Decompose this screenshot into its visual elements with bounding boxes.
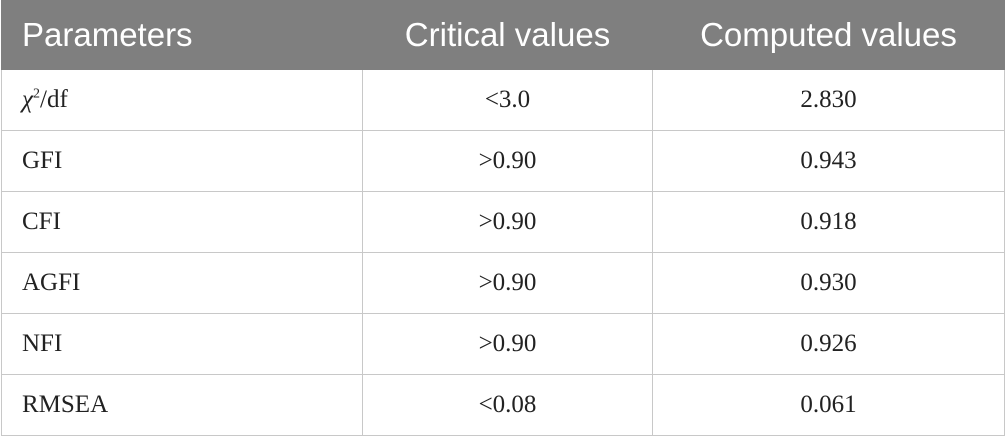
table-row: NFI >0.90 0.926: [1, 313, 1005, 375]
table-cell: GFI: [1, 130, 363, 192]
table-cell: RMSEA: [1, 374, 363, 436]
table-row: AGFI >0.90 0.930: [1, 252, 1005, 314]
table-cell: 0.943: [652, 130, 1005, 192]
header-row: Parameters Critical values Computed values: [1, 0, 1005, 70]
table-row: GFI >0.90 0.943: [1, 130, 1005, 192]
table-cell: >0.90: [362, 191, 653, 253]
table-cell: <0.08: [362, 374, 653, 436]
table-cell: >0.90: [362, 313, 653, 375]
table-cell: NFI: [1, 313, 363, 375]
table-row: RMSEA <0.08 0.061: [1, 374, 1005, 436]
column-header: Parameters: [1, 0, 363, 70]
table-cell: 0.930: [652, 252, 1005, 314]
table-cell: AGFI: [1, 252, 363, 314]
table-cell: 0.926: [652, 313, 1005, 375]
table-cell: χ2/df: [1, 69, 363, 131]
label-rest: /df: [40, 86, 68, 113]
table-cell: 2.830: [652, 69, 1005, 131]
table-cell: >0.90: [362, 252, 653, 314]
table-cell: CFI: [1, 191, 363, 253]
superscript: 2: [33, 86, 40, 102]
table-header: Parameters Critical values Computed values: [1, 0, 1005, 70]
table-cell: 0.918: [652, 191, 1005, 253]
column-header: Critical values: [362, 0, 653, 70]
table-row: χ2/df <3.0 2.830: [1, 69, 1005, 131]
table-cell: 0.061: [652, 374, 1005, 436]
column-header: Computed values: [652, 0, 1005, 70]
table-body: χ2/df <3.0 2.830 GFI >0.90 0.943 CFI >0.90 0.918…: [1, 69, 1005, 436]
table-row: CFI >0.90 0.918: [1, 191, 1005, 253]
table-cell: <3.0: [362, 69, 653, 131]
symbol: χ: [22, 86, 33, 113]
table-cell: >0.90: [362, 130, 653, 192]
